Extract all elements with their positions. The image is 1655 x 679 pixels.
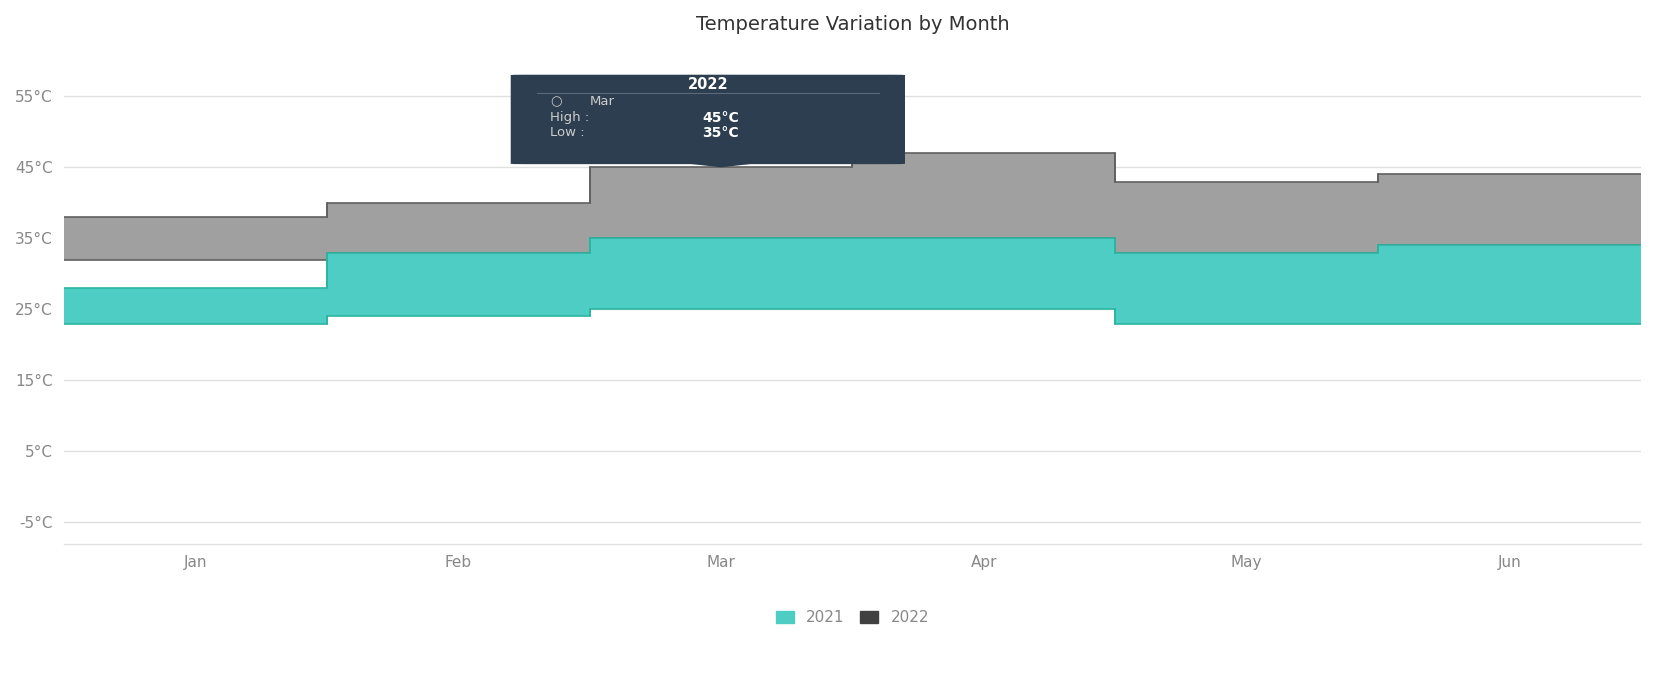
Text: High :: High : bbox=[549, 111, 592, 124]
Legend: 2021, 2022: 2021, 2022 bbox=[775, 610, 928, 625]
Polygon shape bbox=[688, 164, 751, 167]
Text: 45°C: 45°C bbox=[702, 111, 738, 124]
FancyBboxPatch shape bbox=[510, 75, 904, 164]
Title: Temperature Variation by Month: Temperature Variation by Month bbox=[695, 15, 1008, 34]
Text: 2022: 2022 bbox=[687, 77, 728, 92]
Text: 35°C: 35°C bbox=[702, 126, 738, 140]
Text: Low :: Low : bbox=[549, 126, 589, 139]
Text: ○: ○ bbox=[549, 95, 561, 108]
Text: Mar: Mar bbox=[589, 95, 614, 108]
